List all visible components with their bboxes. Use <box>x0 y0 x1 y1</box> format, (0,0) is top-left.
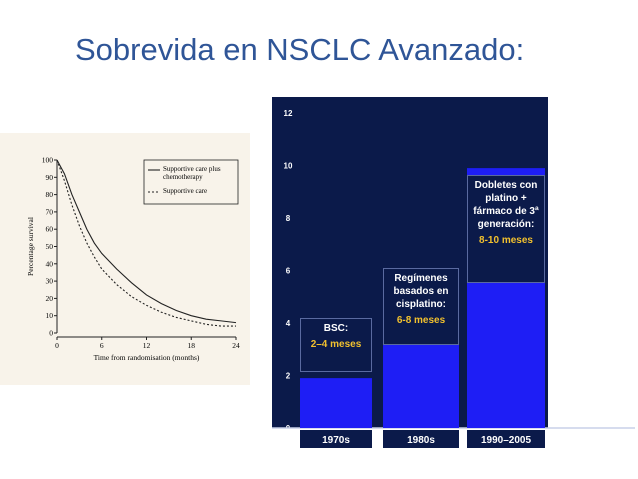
y-tick-label: 20 <box>46 294 54 303</box>
annotation-text: BSC: <box>323 323 349 334</box>
annotation-box: BSC: 2–4 meses <box>300 318 372 372</box>
annotation-text: Regímenes basados en cisplatino: <box>393 273 449 310</box>
category-box <box>300 430 372 448</box>
y-tick-label: 10 <box>284 162 293 171</box>
survival-line <box>56 159 236 327</box>
category-box <box>467 430 545 448</box>
y-tick-label: 10 <box>46 311 54 320</box>
y-tick-label: 60 <box>46 225 54 234</box>
y-axis-label: Percentage survival <box>26 217 35 276</box>
x-tick-label: 0 <box>55 341 59 350</box>
bar <box>300 378 372 428</box>
legend-label: Supportive care plus chemotherapy <box>163 165 221 181</box>
y-tick-label: 12 <box>284 109 293 118</box>
x-tick-label: 1990–2005 <box>481 435 531 446</box>
legend-entry: Supportive care <box>163 187 208 195</box>
annotation-box: Regímenes basados en cisplatino: 6-8 mese… <box>383 268 459 345</box>
y-tick-label: 6 <box>286 267 291 276</box>
y-tick-label: 40 <box>46 259 54 268</box>
legend-entry: Supportive care plus chemotherapy <box>163 165 221 181</box>
x-tick-label: 18 <box>188 341 196 350</box>
legend-label: Supportive care <box>163 187 208 195</box>
legend-box <box>143 159 239 205</box>
x-axis-label: Time from randomisation (months) <box>94 353 200 362</box>
annotation-highlight: 2–4 meses <box>310 339 362 350</box>
x-tick-label: 6 <box>100 341 104 350</box>
bar <box>383 344 459 428</box>
y-tick-label: 8 <box>286 214 291 223</box>
survival-line <box>56 159 237 324</box>
x-tick-label: 1970s <box>322 435 350 446</box>
annotation-highlight: 8-10 meses <box>479 235 533 246</box>
slide-title: Sobrevida en NSCLC Avanzado: <box>75 32 525 67</box>
y-tick-label: 30 <box>46 277 54 286</box>
y-tick-label: 80 <box>46 190 54 199</box>
y-tick-label: 50 <box>46 242 54 251</box>
y-tick-label: 90 <box>46 173 54 182</box>
category-box <box>383 430 459 448</box>
y-tick-label: 2 <box>286 372 291 381</box>
x-tick-label: 24 <box>232 341 240 350</box>
y-tick-label: 4 <box>286 319 291 328</box>
x-tick-label: 1980s <box>407 435 435 446</box>
annotation-box: Dobletes con platino + fármaco de 3ª gen… <box>467 175 545 283</box>
y-tick-label: 100 <box>42 156 54 165</box>
chart-background <box>0 133 250 385</box>
annotation-text: Dobletes con platino + fármaco de 3ª gen… <box>473 180 539 230</box>
y-tick-label: 0 <box>49 329 53 338</box>
y-tick-label: 70 <box>46 207 54 216</box>
annotation-highlight: 6-8 meses <box>396 315 446 326</box>
x-tick-label: 12 <box>143 341 151 350</box>
